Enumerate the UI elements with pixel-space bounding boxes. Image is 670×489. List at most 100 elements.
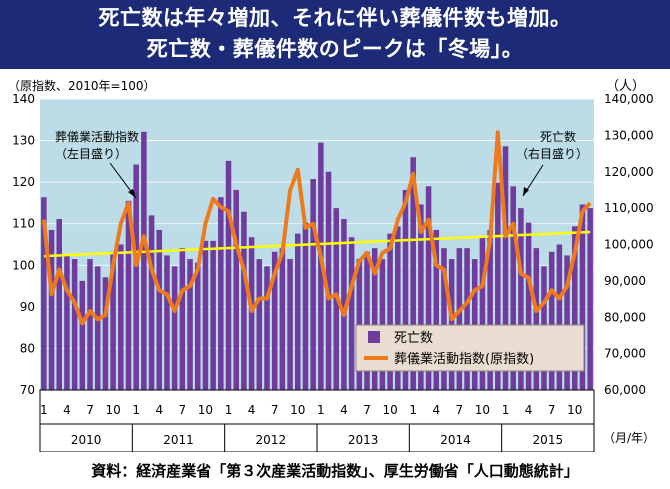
deaths-bar	[164, 255, 170, 390]
deaths-bar	[387, 233, 393, 390]
deaths-bar	[64, 255, 70, 390]
month-tick-label: 4	[432, 403, 440, 417]
right-axis-label: （人）	[606, 79, 645, 94]
deaths-bar	[148, 215, 155, 390]
year-labels: 2010 2011 2012 2013 2014 2015	[71, 433, 563, 447]
deaths-bar	[194, 262, 201, 390]
deaths-bar	[556, 244, 563, 390]
x-axis-unit-label: （月/年）	[603, 431, 655, 445]
month-tick-label: 7	[456, 403, 464, 417]
deaths-bar	[579, 204, 586, 390]
month-tick-label: 10	[567, 403, 582, 417]
annotation-funeral-arrowhead	[128, 189, 136, 198]
deaths-bar	[248, 237, 255, 390]
title-line-1: 死亡数は年々増加、それに伴い葬儀件数も増加。	[98, 6, 572, 30]
deaths-bar	[294, 233, 301, 390]
month-tick-label: 7	[179, 403, 187, 417]
left-tick-label: 110	[12, 217, 35, 231]
left-tick-label: 100	[12, 258, 35, 272]
right-tick-label: 70,000	[604, 347, 646, 361]
deaths-bar	[371, 248, 378, 390]
year-label: 2011	[163, 433, 194, 447]
deaths-bar	[202, 240, 209, 390]
deaths-bar	[302, 222, 309, 390]
legend-box	[355, 324, 585, 372]
deaths-bar	[102, 277, 109, 390]
title-line-2: 死亡数・葬儀件数のピークは「冬場」。	[146, 37, 524, 61]
deaths-bar	[87, 259, 93, 390]
deaths-bar	[310, 179, 316, 390]
deaths-bar	[79, 280, 86, 390]
left-axis-label: （原指数、2010年=100）	[8, 78, 156, 93]
deaths-bar	[156, 229, 163, 390]
right-tick-label: 90,000	[604, 274, 646, 288]
right-tick-label: 140,000	[604, 92, 654, 106]
month-tick-label: 1	[409, 403, 417, 417]
deaths-bar	[264, 266, 270, 390]
left-tick-label: 130	[12, 134, 35, 148]
month-tick-label: 1	[40, 403, 48, 417]
deaths-bar	[118, 244, 124, 390]
month-tick-label: 10	[290, 403, 305, 417]
x-axis-frame	[39, 389, 595, 452]
month-tick-label: 1	[132, 403, 140, 417]
deaths-bar	[456, 248, 463, 390]
deaths-bar	[287, 259, 293, 390]
title-banner: 死亡数は年々増加、それに伴い葬儀件数も増加。 死亡数・葬儀件数のピークは「冬場」…	[0, 0, 670, 69]
deaths-bar	[71, 259, 78, 390]
deaths-bar	[418, 204, 424, 390]
deaths-bar	[225, 160, 232, 390]
deaths-bar	[402, 189, 409, 390]
deaths-bar	[495, 182, 501, 390]
annotation-deaths: 死亡数 （右目盛り）	[516, 129, 588, 197]
deaths-bar	[179, 248, 186, 390]
deaths-bar	[533, 248, 540, 390]
deaths-bar	[433, 229, 440, 390]
month-tick-label: 10	[475, 403, 490, 417]
right-tick-label: 120,000	[604, 165, 654, 179]
right-axis-ticks: 60,000 70,000 80,000 90,000 100,000 110,000 12…	[604, 92, 654, 397]
month-tick-label: 10	[382, 403, 397, 417]
deaths-bar	[94, 266, 101, 390]
deaths-bar	[341, 219, 347, 390]
right-tick-label: 100,000	[604, 238, 654, 252]
deaths-bar	[271, 251, 278, 390]
source-text: 資料：経済産業省「第３次産業活動指数」、厚生労働省「人口動態統計」	[91, 462, 579, 480]
deaths-bar	[587, 208, 593, 390]
month-tick-label: 1	[502, 403, 510, 417]
month-tick-label: 7	[363, 403, 371, 417]
deaths-bar	[487, 229, 493, 390]
right-tick-label: 110,000	[604, 201, 654, 215]
year-label: 2012	[256, 433, 287, 447]
deaths-bar	[210, 240, 216, 390]
annotation-deaths-arrowhead	[523, 187, 529, 196]
month-tick-label: 4	[340, 403, 348, 417]
deaths-bar	[410, 157, 416, 390]
left-tick-label: 140	[12, 92, 35, 106]
legend-funeral-label: 葬儀業活動指数(原指数)	[394, 351, 534, 367]
right-tick-label: 80,000	[604, 310, 646, 324]
deaths-bar	[41, 197, 47, 390]
deaths-bar	[56, 219, 63, 390]
deaths-bar	[187, 259, 193, 390]
deaths-bar	[279, 248, 286, 390]
right-tick-label: 130,000	[604, 128, 654, 142]
deaths-bar	[464, 248, 470, 390]
month-tick-label: 4	[63, 403, 71, 417]
month-tick-label: 10	[198, 403, 213, 417]
year-label: 2010	[71, 433, 102, 447]
month-tick-label: 4	[248, 403, 256, 417]
annotation-funeral-line2: （左目盛り）	[55, 146, 127, 161]
year-label: 2013	[348, 433, 379, 447]
legend: 死亡数 葬儀業活動指数(原指数)	[355, 324, 585, 372]
legend-deaths-swatch	[368, 331, 380, 343]
deaths-bar	[395, 226, 401, 390]
deaths-bar	[110, 251, 116, 390]
deaths-bar	[241, 211, 247, 390]
month-tick-label: 7	[271, 403, 279, 417]
source-footer: 資料：経済産業省「第３次産業活動指数」、厚生労働省「人口動態統計」	[0, 452, 670, 489]
month-tick-label: 1	[317, 403, 325, 417]
legend-deaths-label: 死亡数	[394, 331, 433, 346]
deaths-bar	[571, 226, 578, 390]
month-tick-label: 4	[525, 403, 533, 417]
